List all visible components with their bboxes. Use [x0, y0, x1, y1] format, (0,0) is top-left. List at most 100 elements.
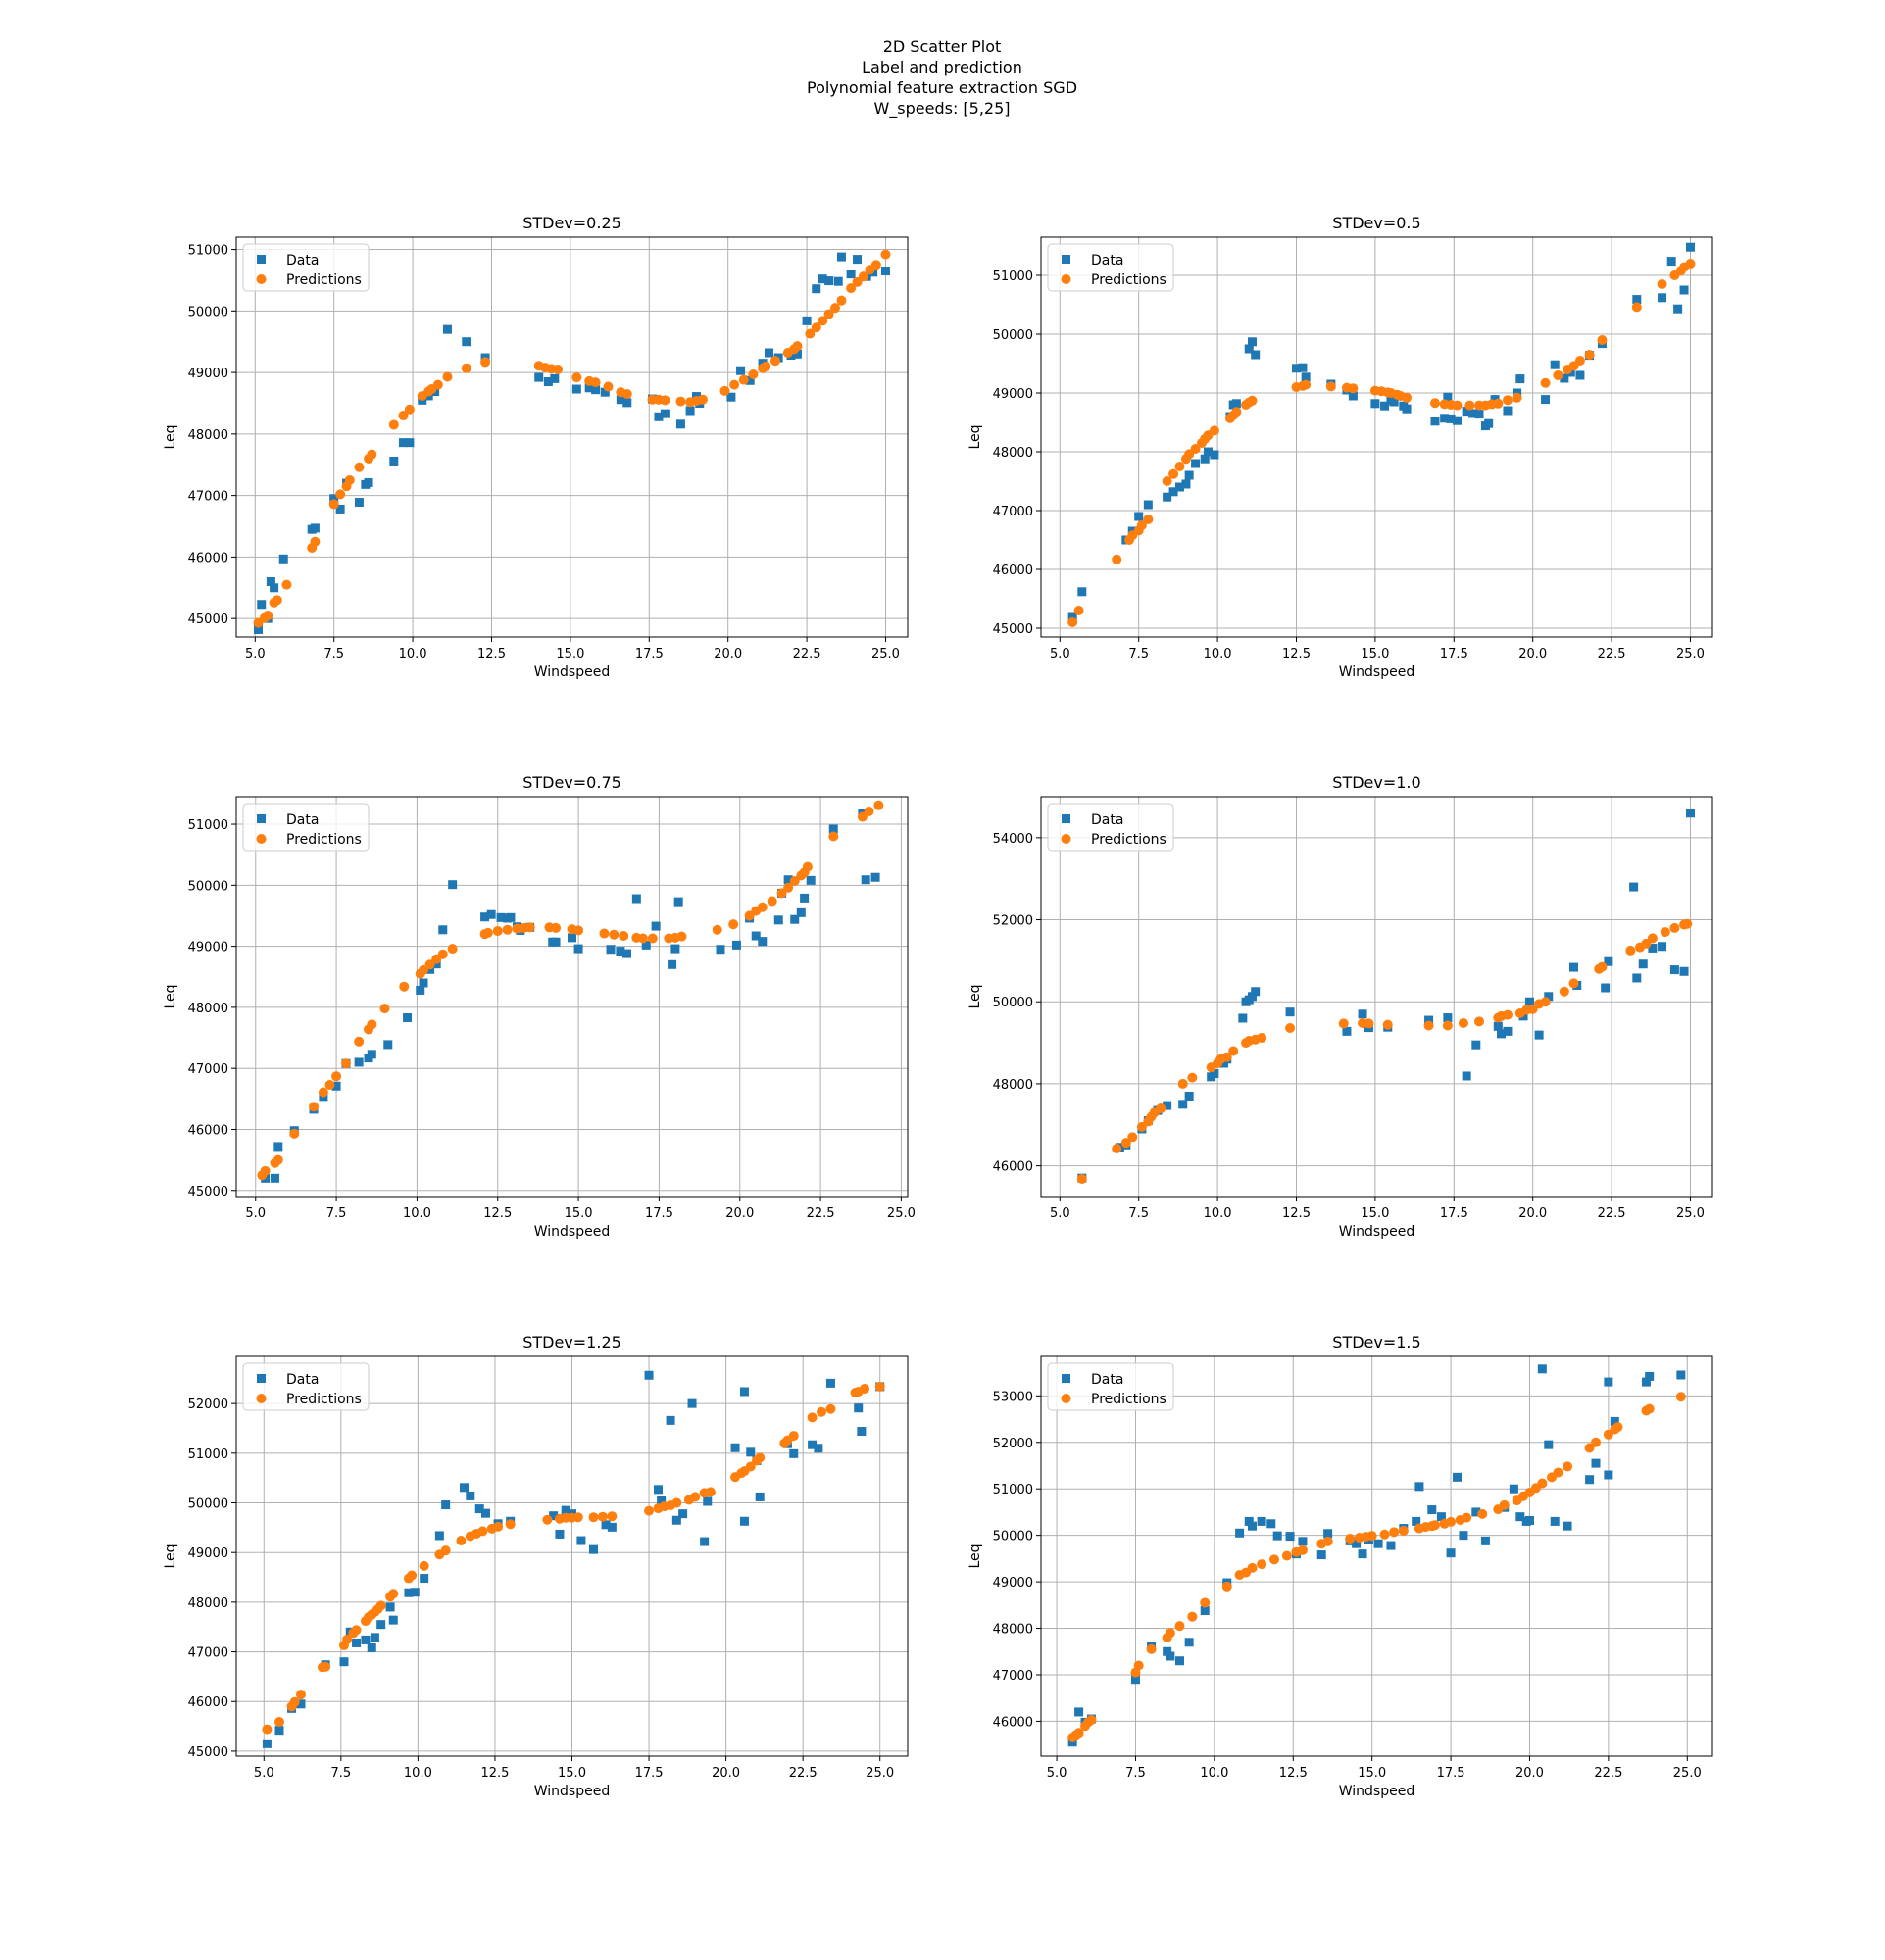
- data-point: [1524, 997, 1534, 1006]
- prediction-point: [1540, 377, 1551, 388]
- data-point: [1235, 1528, 1245, 1538]
- prediction-point: [1553, 370, 1563, 380]
- data-point: [745, 375, 755, 385]
- data-point: [442, 324, 452, 334]
- data-point: [1430, 416, 1440, 426]
- prediction-point: [1301, 379, 1312, 390]
- data-point: [1427, 1505, 1437, 1515]
- y-tick-label: 46000: [993, 1160, 1033, 1175]
- prediction-point: [1612, 1422, 1623, 1433]
- data-point: [1468, 409, 1478, 418]
- prediction-point: [310, 536, 321, 547]
- y-tick-label: 51000: [188, 818, 228, 833]
- series-predictions: [1067, 259, 1696, 627]
- axes-frame: [235, 236, 909, 638]
- data-point: [668, 959, 677, 969]
- legend-predictions-label: Predictions: [286, 272, 362, 288]
- prediction-point: [1597, 961, 1608, 972]
- prediction-point: [1379, 1529, 1390, 1540]
- prediction-point: [419, 1560, 429, 1571]
- prediction-point: [788, 1431, 799, 1442]
- data-point: [751, 931, 761, 941]
- data-point: [1679, 285, 1689, 295]
- prediction-point: [1268, 1554, 1279, 1565]
- prediction-point: [1685, 259, 1696, 269]
- y-tick-label: 48000: [993, 446, 1033, 461]
- data-point: [1541, 395, 1551, 405]
- prediction-point: [1209, 425, 1219, 436]
- data-point: [274, 1726, 284, 1736]
- prediction-point: [1682, 918, 1693, 929]
- y-tick-label: 49000: [188, 367, 228, 381]
- prediction-point: [342, 1634, 353, 1644]
- x-tick-label: 10.0: [1200, 1766, 1228, 1781]
- data-point: [1484, 418, 1494, 428]
- axes-frame: [1040, 796, 1713, 1198]
- data-point: [1591, 1458, 1601, 1468]
- data-point: [1601, 983, 1611, 993]
- legend-data-swatch: [1062, 814, 1070, 823]
- data-point: [543, 377, 553, 387]
- x-tick-label: 20.0: [1518, 1206, 1547, 1221]
- x-tick-label: 25.0: [887, 1206, 916, 1221]
- data-point: [789, 1448, 799, 1458]
- x-tick-label: 25.0: [866, 1766, 894, 1781]
- legend-data-label: Data: [1091, 1372, 1123, 1388]
- data-point: [354, 498, 364, 508]
- subplot-grid: 5.0 7.5 10.0 12.5 15.0 17.5 20.0 22.5 25.0 45000 4…: [163, 214, 1713, 1799]
- y-tick-label: 49000: [188, 1546, 228, 1561]
- legend-box: [1047, 1362, 1174, 1411]
- x-tick-label: 25.0: [1673, 1766, 1702, 1781]
- prediction-point: [880, 249, 891, 260]
- data-point: [367, 1050, 376, 1059]
- x-tick-label: 10.0: [403, 1206, 431, 1221]
- y-tick-label: 47000: [188, 1062, 228, 1077]
- prediction-point: [609, 929, 620, 940]
- suptitle-line-1: 2D Scatter Plot: [883, 37, 1002, 56]
- y-tick-label: 51000: [993, 1483, 1033, 1497]
- data-point: [730, 1443, 740, 1452]
- data-point: [1493, 1021, 1503, 1031]
- series-data: [262, 1370, 885, 1748]
- y-tick-label: 48000: [188, 1596, 228, 1611]
- data-point: [404, 1588, 414, 1597]
- prediction-point: [776, 888, 787, 899]
- x-tick-label: 12.5: [477, 647, 506, 662]
- data-point: [389, 456, 399, 466]
- prediction-point: [817, 1406, 827, 1417]
- data-point: [739, 1516, 749, 1526]
- data-point: [364, 477, 373, 487]
- prediction-point: [1657, 279, 1667, 289]
- prediction-point: [1112, 554, 1122, 564]
- data-point: [551, 937, 561, 947]
- data-point: [600, 387, 610, 397]
- data-point: [331, 1081, 341, 1091]
- prediction-point: [1112, 1144, 1122, 1154]
- prediction-point: [1285, 1023, 1296, 1034]
- x-tick-label: 25.0: [1676, 1206, 1705, 1221]
- prediction-point: [1462, 1512, 1472, 1523]
- data-point: [716, 945, 725, 955]
- data-point: [1389, 397, 1399, 407]
- data-point: [273, 1142, 283, 1152]
- data-point: [1412, 1516, 1421, 1526]
- data-point: [783, 875, 793, 885]
- prediction-point: [805, 328, 816, 339]
- data-point: [1203, 447, 1213, 457]
- data-point: [812, 284, 821, 294]
- data-point: [383, 1040, 393, 1050]
- subplot-6: 5.0 7.5 10.0 12.5 15.0 17.5 20.0 22.5 25.0 46000 4…: [967, 1333, 1713, 1799]
- data-point: [607, 1522, 617, 1532]
- data-point: [403, 1012, 413, 1022]
- prediction-point: [354, 462, 365, 472]
- data-point: [1658, 942, 1667, 952]
- prediction-point: [690, 1492, 701, 1502]
- data-point: [1184, 1638, 1194, 1647]
- data-point: [481, 1508, 491, 1518]
- data-point: [1673, 304, 1683, 314]
- data-point: [367, 1643, 376, 1653]
- data-point: [266, 577, 275, 587]
- prediction-point: [272, 595, 282, 606]
- data-point: [726, 392, 736, 402]
- data-point: [616, 395, 625, 405]
